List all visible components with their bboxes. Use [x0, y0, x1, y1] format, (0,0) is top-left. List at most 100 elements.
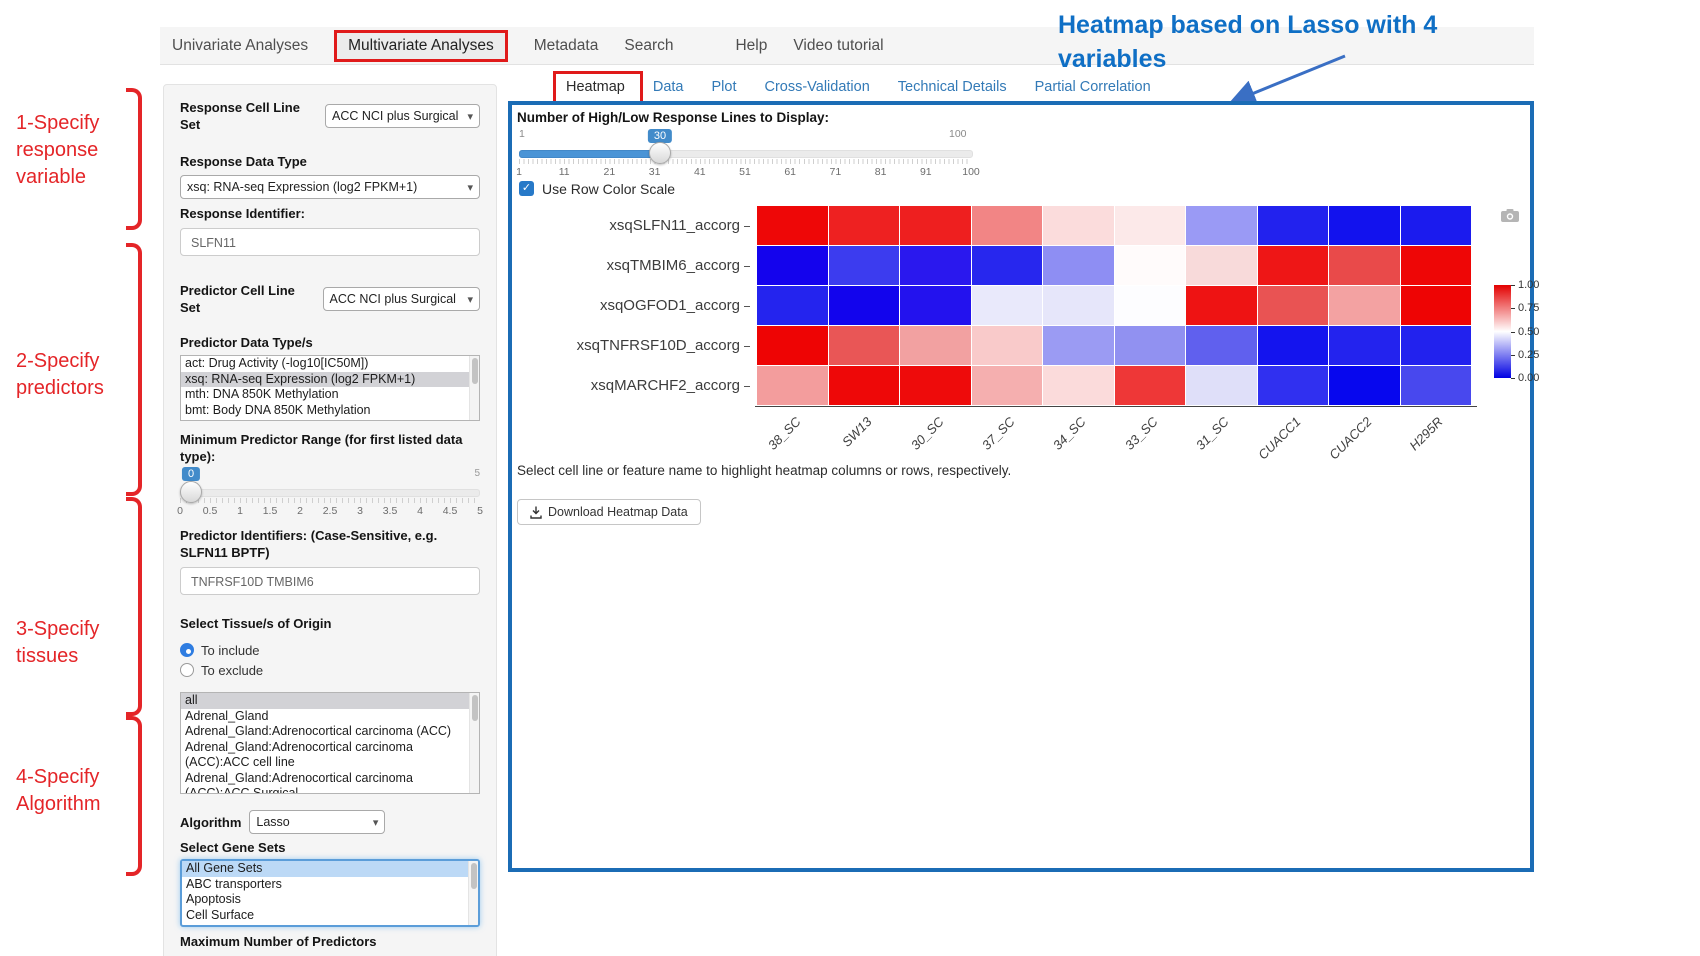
tick-label: 2	[297, 505, 303, 517]
option-cell-surface[interactable]: Cell Surface	[186, 907, 255, 922]
option-adrenal-gland[interactable]: Adrenal_Gland	[185, 708, 269, 723]
tissue-include-radio[interactable]: To include	[180, 640, 480, 660]
step-bracket-4	[126, 716, 142, 876]
tab-cross-validation[interactable]: Cross-Validation	[764, 79, 870, 95]
tissue-exclude-radio[interactable]: To exclude	[180, 660, 480, 680]
colorbar-tick-label: 0.25	[1518, 348, 1540, 361]
heatmap-row-label-xsqtnfrsf10d-accorg[interactable]: xsqTNFRSF10D_accorg	[512, 326, 750, 366]
download-heatmap-data-button[interactable]: Download Heatmap Data	[517, 499, 701, 525]
min-predictor-range-slider: 5 0 0 0.5 1 1.5 2 2.5 3 3.5 4 4.5 5	[177, 467, 483, 519]
heatmap-column-label-cuacc2[interactable]: CUACC2	[1326, 414, 1375, 463]
tab-partial-correlation[interactable]: Partial Correlation	[1034, 79, 1151, 95]
camera-icon[interactable]	[1500, 208, 1520, 223]
heatmap-column-label-h295r[interactable]: H295R	[1406, 414, 1446, 454]
heatmap-column-label-38-sc[interactable]: 38_SC	[764, 414, 804, 453]
heatmap-cell-xsqslfn11-accorg-38-sc	[757, 206, 828, 245]
tick-label: 100	[962, 166, 980, 178]
heatmap-column-label-30-sc[interactable]: 30_SC	[907, 414, 947, 453]
nav-item-univariate-analyses[interactable]: Univariate Analyses	[172, 36, 309, 54]
tick-label: 1.5	[262, 505, 278, 517]
row-color-scale-checkbox[interactable]: ✓	[519, 181, 534, 196]
step-label-line: variable	[16, 166, 87, 188]
option-bmt-body-dna-850k-methylation[interactable]: bmt: Body DNA 850K Methylation	[185, 402, 371, 417]
heatmap-cell-xsqtnfrsf10d-accorg-cuacc1	[1257, 326, 1328, 365]
scrollbar[interactable]	[469, 356, 479, 420]
predictor-cell-line-set-select[interactable]: ACC NCI plus Surgical ▾	[322, 287, 480, 311]
predictor-identifiers-input[interactable]: TNFRSF10D TMBIM6	[180, 567, 480, 595]
response-cell-line-set-select[interactable]: ACC NCI plus Surgical ▾	[324, 104, 480, 128]
step-label-line: predictors	[16, 377, 104, 399]
tab-heatmap[interactable]: Heatmap	[566, 79, 625, 95]
heatmap-column-label-34-sc[interactable]: 34_SC	[1050, 414, 1089, 453]
slider-max-label: 5	[474, 468, 480, 479]
heatmap-row-label-xsqogfod1-accorg[interactable]: xsqOGFOD1_accorg	[512, 286, 750, 326]
colorbar-tick-label: 0.00	[1518, 372, 1540, 384]
heatmap-colorbar	[1494, 285, 1511, 378]
heatmap-cell-xsqtmbim6-accorg-33-sc	[1114, 246, 1185, 285]
tab-data[interactable]: Data	[652, 79, 684, 95]
heatmap-cell-xsqogfod1-accorg-33-sc	[1114, 286, 1185, 325]
step-label-line: 2-Specify	[16, 350, 100, 372]
algorithm-select[interactable]: Lasso ▾	[249, 810, 386, 834]
option-xsq-rna-seq-expression-log2-fpkm-1[interactable]: xsq: RNA-seq Expression (log2 FPKM+1)	[181, 371, 470, 387]
tab-plot[interactable]: Plot	[711, 79, 737, 95]
response-identifier-input[interactable]: SLFN11	[180, 228, 480, 256]
slider-track[interactable]	[180, 489, 480, 497]
heatmap-column-label-31-sc[interactable]: 31_SC	[1192, 414, 1232, 453]
nav-item-multivariate-analyses[interactable]: Multivariate Analyses	[334, 29, 508, 62]
heatmap-row-label-xsqtmbim6-accorg[interactable]: xsqTMBIM6_accorg	[512, 246, 750, 286]
option-adrenal-gland-adrenocortical-carcinoma-acc-acc-cell-line[interactable]: Adrenal_Gland:Adrenocortical carcinoma (…	[185, 739, 413, 770]
step-label-line: 1-Specify	[16, 112, 100, 134]
slider-value-badge: 0	[181, 467, 201, 481]
tick-label: 2.5	[322, 505, 338, 517]
response-cell-line-set-value: ACC NCI plus Surgical	[331, 109, 459, 123]
lines-slider-handle[interactable]	[649, 142, 671, 164]
tab-technical-details[interactable]: Technical Details	[897, 79, 1007, 95]
option-adrenal-gland-adrenocortical-carcinoma-acc[interactable]: Adrenal_Gland:Adrenocortical carcinoma (…	[185, 724, 452, 738]
heatmap-cell-xsqtmbim6-accorg-h295r	[1400, 246, 1471, 285]
heatmap-cell-xsqslfn11-accorg-sw13	[828, 206, 899, 245]
heatmap-cell-xsqtnfrsf10d-accorg-h295r	[1400, 326, 1471, 365]
colorbar-tick	[1511, 378, 1515, 379]
tick-label: 71	[829, 166, 842, 178]
option-all[interactable]: all	[181, 693, 470, 709]
response-data-type-select[interactable]: xsq: RNA-seq Expression (log2 FPKM+1) ▾	[180, 175, 480, 199]
chevron-down-icon: ▾	[467, 293, 473, 306]
heatmap-help-text: Select cell line or feature name to high…	[517, 463, 1012, 478]
colorbar-tick-label: 0.50	[1518, 325, 1540, 338]
slider-handle[interactable]	[180, 481, 202, 503]
heatmap-cell-xsqmarchf2-accorg-30-sc	[900, 366, 971, 405]
heatmap-column-label-sw13[interactable]: SW13	[839, 414, 875, 450]
main-panel: Number of High/Low Response Lines to Dis…	[508, 101, 1539, 872]
tab-bar: Heatmap Data Plot Cross-Validation Technical…	[508, 71, 1534, 103]
option-act-drug-activity-log10-ic50m[interactable]: act: Drug Activity (-log10[IC50M])	[185, 356, 369, 370]
nav-item-help[interactable]: Help	[735, 36, 768, 54]
option-abc-transporters[interactable]: ABC transporters	[186, 876, 282, 891]
lines-slider-tick-labels: 1 11 21 31 41 51 61 71 81 91 100	[516, 166, 980, 178]
step-label-1: 1-Specify response variable	[16, 110, 99, 191]
scrollbar[interactable]	[468, 861, 478, 925]
heatmap-column-label-33-sc[interactable]: 33_SC	[1121, 414, 1161, 453]
annotation-heatmap-note: Heatmap based on Lasso with 4 variables	[1058, 11, 1438, 73]
heatmap-cell-xsqmarchf2-accorg-cuacc1	[1257, 366, 1328, 405]
response-identifier-label: Response Identifier:	[180, 206, 305, 221]
heatmap-row-label-xsqslfn11-accorg[interactable]: xsqSLFN11_accorg	[512, 206, 750, 246]
nav-item-metadata[interactable]: Metadata	[533, 36, 599, 54]
tick-label: 1	[516, 166, 522, 178]
nav-item-search[interactable]: Search	[624, 36, 674, 54]
tissues-label: Select Tissue/s of Origin	[180, 616, 332, 631]
option-adrenal-gland-adrenocortical-carcinoma-acc-acc-surgical[interactable]: Adrenal_Gland:Adrenocortical carcinoma (…	[185, 770, 413, 794]
response-data-type-label: Response Data Type	[180, 154, 307, 169]
heatmap-column-label-cuacc1[interactable]: CUACC1	[1254, 414, 1304, 463]
tick-label: 0.5	[202, 505, 218, 517]
nav-item-video-tutorial[interactable]: Video tutorial	[793, 36, 884, 54]
heatmap-row-label-xsqmarchf2-accorg[interactable]: xsqMARCHF2_accorg	[512, 366, 750, 406]
option-mth-dna-850k-methylation[interactable]: mth: DNA 850K Methylation	[185, 387, 339, 401]
slider-tick-labels: 0 0.5 1 1.5 2 2.5 3 3.5 4 4.5 5	[177, 505, 483, 517]
heatmap-cell-xsqmarchf2-accorg-31-sc	[1186, 366, 1257, 405]
step-bracket-1	[126, 88, 142, 230]
scrollbar[interactable]	[469, 693, 479, 793]
option-all-gene-sets[interactable]: All Gene Sets	[182, 861, 469, 877]
heatmap-column-label-37-sc[interactable]: 37_SC	[978, 414, 1018, 453]
option-apoptosis[interactable]: Apoptosis	[186, 892, 241, 906]
